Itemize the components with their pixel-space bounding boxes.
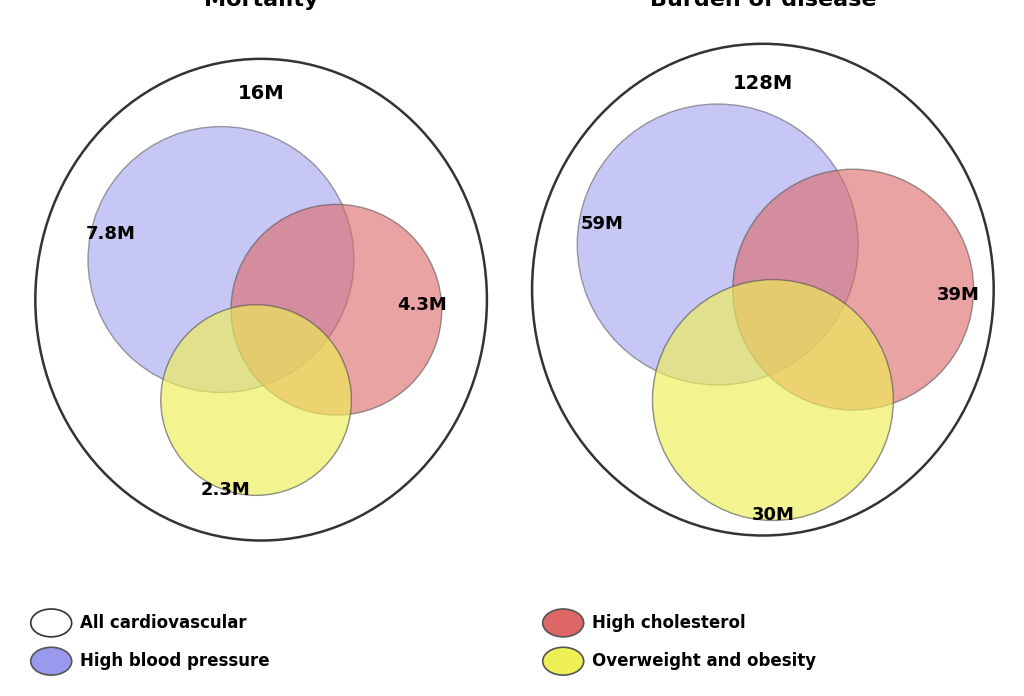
Circle shape [231, 205, 441, 415]
Text: 30M: 30M [752, 507, 795, 525]
Ellipse shape [532, 44, 993, 535]
Text: 4.3M: 4.3M [397, 296, 446, 314]
Text: 59M: 59M [581, 216, 624, 233]
Text: 7.8M: 7.8M [86, 226, 135, 244]
Text: High cholesterol: High cholesterol [592, 614, 745, 632]
Title: Mortality: Mortality [204, 0, 318, 10]
Text: 128M: 128M [733, 74, 793, 93]
Text: 2.3M: 2.3M [201, 482, 251, 499]
Text: Overweight and obesity: Overweight and obesity [592, 652, 816, 670]
Circle shape [578, 104, 858, 385]
Circle shape [733, 169, 974, 410]
Circle shape [88, 127, 354, 393]
Text: All cardiovascular: All cardiovascular [80, 614, 247, 632]
Circle shape [161, 305, 351, 496]
Text: High blood pressure: High blood pressure [80, 652, 269, 670]
Text: 16M: 16M [238, 84, 285, 104]
Text: 39M: 39M [937, 285, 980, 303]
Circle shape [652, 280, 893, 521]
Title: Burden of disease: Burden of disease [649, 0, 877, 10]
Ellipse shape [35, 59, 487, 541]
